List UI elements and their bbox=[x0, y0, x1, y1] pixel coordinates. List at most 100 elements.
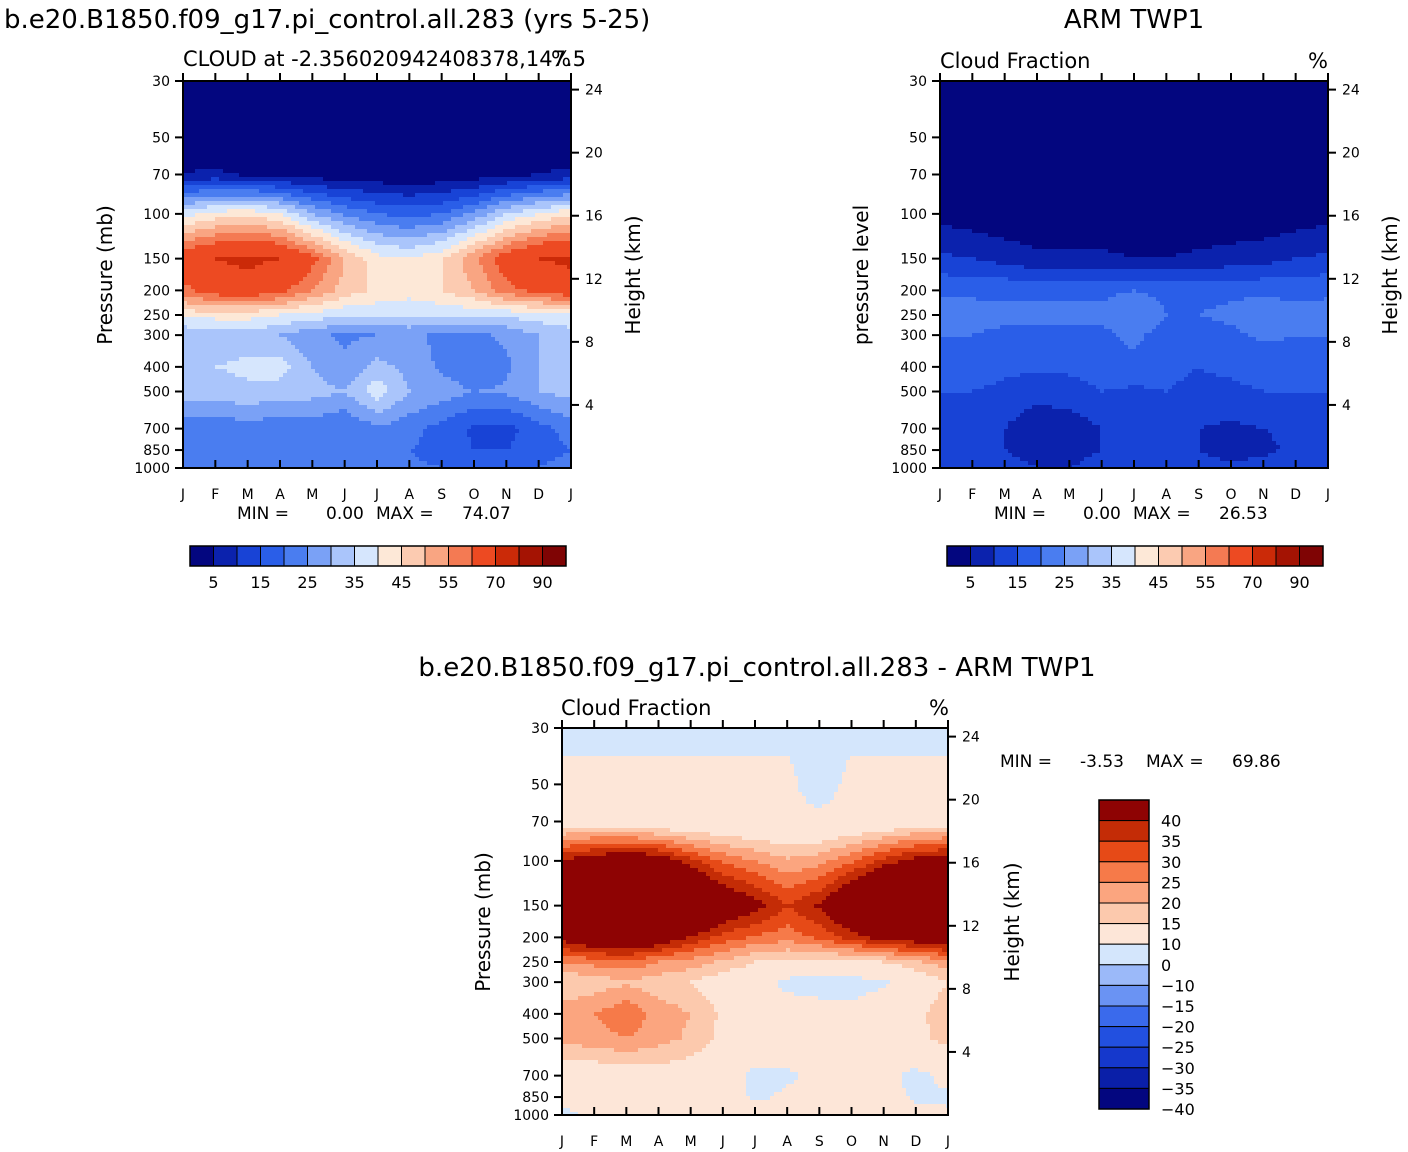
model-field-cell bbox=[227, 205, 232, 210]
model-field-cell bbox=[495, 105, 500, 110]
model-field-cell bbox=[483, 177, 488, 182]
model-field-cell bbox=[455, 265, 460, 270]
model-field-cell bbox=[227, 237, 232, 242]
model-field-cell bbox=[195, 93, 200, 98]
model-field-cell bbox=[519, 149, 524, 154]
model-field-cell bbox=[327, 205, 332, 210]
model-field-cell bbox=[343, 281, 348, 286]
model-field-cell bbox=[531, 217, 536, 222]
model-field-cell bbox=[351, 85, 356, 90]
model-field-cell bbox=[195, 137, 200, 142]
model-field-cell bbox=[247, 225, 252, 230]
model-field-cell bbox=[363, 269, 368, 274]
model-field-cell bbox=[467, 225, 472, 230]
model-field-cell bbox=[567, 109, 571, 114]
model-field-cell bbox=[327, 109, 332, 114]
model-field-cell bbox=[463, 245, 468, 250]
model-field-cell bbox=[239, 165, 244, 170]
model-field-cell bbox=[407, 113, 412, 118]
model-field-cell bbox=[515, 141, 520, 146]
model-field-cell bbox=[367, 213, 372, 218]
model-field-cell bbox=[303, 281, 308, 286]
model-field-cell bbox=[203, 237, 208, 242]
model-field-cell bbox=[503, 89, 508, 94]
model-field-cell bbox=[303, 109, 308, 114]
model-field-cell bbox=[355, 241, 360, 246]
model-field-cell bbox=[371, 265, 376, 270]
model-field-cell bbox=[219, 169, 224, 174]
model-field-cell bbox=[211, 277, 216, 282]
model-field-cell bbox=[371, 153, 376, 158]
model-field-cell bbox=[559, 185, 564, 190]
model-field-cell bbox=[239, 109, 244, 114]
model-field-cell bbox=[359, 85, 364, 90]
model-field-cell bbox=[211, 97, 216, 102]
model-field-cell bbox=[467, 137, 472, 142]
model-field-cell bbox=[443, 109, 448, 114]
model-field-cell bbox=[323, 173, 328, 178]
model-field-cell bbox=[555, 157, 560, 162]
model-field-cell bbox=[475, 109, 480, 114]
model-field-cell bbox=[203, 141, 208, 146]
model-field-cell bbox=[263, 217, 268, 222]
model-field-cell bbox=[535, 117, 540, 122]
model-field-cell bbox=[203, 97, 208, 102]
model-field-cell bbox=[239, 149, 244, 154]
model-field-cell bbox=[211, 273, 216, 278]
model-field-cell bbox=[275, 121, 280, 126]
model-field-cell bbox=[487, 189, 492, 194]
model-field-cell bbox=[527, 157, 532, 162]
model-field-cell bbox=[215, 129, 220, 134]
model-field-cell bbox=[551, 225, 556, 230]
model-field-cell bbox=[427, 221, 432, 226]
model-field-cell bbox=[503, 257, 508, 262]
model-field-cell bbox=[411, 113, 416, 118]
model-field-cell bbox=[219, 253, 224, 258]
model-field-cell bbox=[495, 197, 500, 202]
model-field-cell bbox=[183, 81, 188, 86]
model-field-cell bbox=[535, 245, 540, 250]
model-field-cell bbox=[187, 129, 192, 134]
model-field-cell bbox=[287, 249, 292, 254]
model-field-cell bbox=[371, 81, 376, 86]
model-field-cell bbox=[235, 125, 240, 130]
model-field-cell bbox=[251, 277, 256, 282]
model-field-cell bbox=[255, 157, 260, 162]
model-field-cell bbox=[399, 241, 404, 246]
model-field-cell bbox=[371, 129, 376, 134]
model-field-cell bbox=[507, 249, 512, 254]
model-field-cell bbox=[199, 125, 204, 130]
model-field-cell bbox=[487, 165, 492, 170]
model-field-cell bbox=[271, 117, 276, 122]
model-field-cell bbox=[339, 169, 344, 174]
model-field-cell bbox=[411, 273, 416, 278]
model-field-cell bbox=[527, 101, 532, 106]
model-field-cell bbox=[543, 85, 548, 90]
model-field-cell bbox=[339, 133, 344, 138]
model-field-cell bbox=[339, 161, 344, 166]
model-field-cell bbox=[411, 165, 416, 170]
model-field-cell bbox=[307, 81, 312, 86]
model-field-cell bbox=[291, 265, 296, 270]
model-field-cell bbox=[363, 237, 368, 242]
model-field-cell bbox=[395, 121, 400, 126]
model-field-cell bbox=[467, 181, 472, 186]
model-field-cell bbox=[435, 113, 440, 118]
model-field-cell bbox=[311, 105, 316, 110]
model-field-cell bbox=[319, 101, 324, 106]
model-field-cell bbox=[543, 217, 548, 222]
model-field-cell bbox=[399, 137, 404, 142]
model-field-cell bbox=[299, 161, 304, 166]
model-field-cell bbox=[343, 137, 348, 142]
model-field-cell bbox=[207, 285, 212, 290]
model-field-cell bbox=[291, 181, 296, 186]
model-field-cell bbox=[567, 229, 571, 234]
model-field-cell bbox=[403, 137, 408, 142]
model-field-cell bbox=[367, 109, 372, 114]
model-field-cell bbox=[507, 129, 512, 134]
model-field-cell bbox=[391, 229, 396, 234]
model-field-cell bbox=[443, 261, 448, 266]
model-field-cell bbox=[479, 113, 484, 118]
model-field-cell bbox=[439, 265, 444, 270]
model-field-cell bbox=[539, 125, 544, 130]
